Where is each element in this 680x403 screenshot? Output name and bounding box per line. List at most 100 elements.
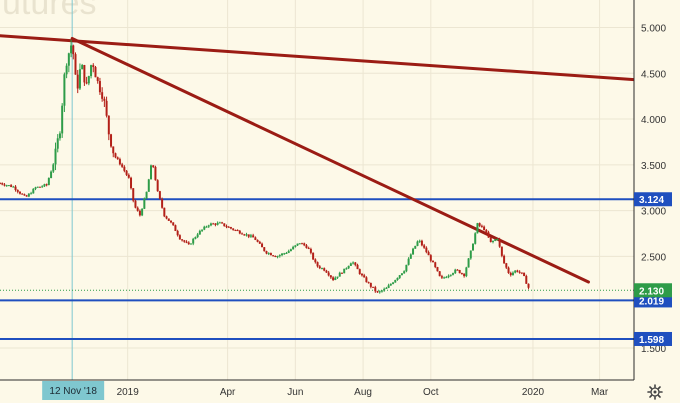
candle-body [352, 262, 355, 264]
candle-body [96, 77, 99, 82]
candle-body [443, 277, 446, 279]
settings-gear-icon[interactable] [647, 384, 663, 400]
candle-body [340, 272, 343, 274]
plot-background [0, 0, 634, 380]
candle-body [420, 240, 423, 246]
candle-body [283, 253, 286, 255]
candle-body [274, 255, 277, 257]
candle-body [189, 243, 192, 245]
price-tick-label: 5.000 [641, 23, 666, 34]
candle-body [338, 272, 341, 277]
candle-body [83, 65, 86, 83]
candle-body [183, 240, 186, 242]
candle-body [469, 250, 472, 259]
candle-body [491, 240, 494, 242]
trendline[interactable] [0, 34, 636, 82]
candle-body [214, 223, 217, 225]
candle-body [169, 220, 172, 223]
candle-body [152, 165, 155, 167]
candle-body [527, 283, 530, 288]
candle-body [498, 239, 501, 247]
candle-body [363, 275, 366, 278]
candle-body [392, 282, 395, 284]
candle-body [145, 191, 148, 199]
candle-body [94, 67, 97, 78]
candle-body [327, 272, 330, 276]
candle-body [454, 269, 457, 274]
candle-body [134, 200, 137, 208]
candle-body [196, 234, 199, 238]
last-price-badge-text: 2.130 [639, 286, 664, 297]
candle-body [432, 260, 435, 263]
candle-body [305, 245, 308, 248]
candle-body [112, 146, 115, 154]
candle-body [43, 184, 46, 187]
candle-body [309, 248, 312, 253]
candle-body [150, 165, 153, 180]
candle-body [72, 45, 75, 55]
candle-body [263, 247, 266, 252]
candle-body [87, 76, 90, 84]
candle-body [514, 270, 517, 273]
candle-body [223, 223, 226, 227]
candle-body [494, 239, 497, 241]
candle-body [30, 193, 33, 195]
candle-body [505, 263, 508, 268]
candle-body [323, 268, 326, 271]
candle-body [141, 208, 144, 216]
candle-body [256, 239, 259, 242]
candle-body [396, 277, 399, 280]
candle-body [76, 74, 79, 89]
candle-body [103, 98, 106, 101]
price-tick-label: 1.500 [641, 344, 666, 355]
candle-body [407, 258, 410, 265]
candle-body [269, 253, 272, 256]
candle-body [241, 233, 244, 235]
crosshair-date-label: 12 Nov '18 [42, 381, 105, 400]
candle-body [276, 256, 279, 258]
candle-body [207, 225, 210, 227]
candle-body [114, 153, 117, 158]
candle-body [161, 199, 164, 208]
time-tick-label: 2019 [117, 387, 140, 398]
candle-body [418, 240, 421, 242]
trendline[interactable] [70, 36, 590, 284]
price-tick-label: 3.000 [641, 207, 666, 218]
candle-body [318, 266, 321, 269]
time-tick-label: Oct [423, 387, 439, 398]
level-price-badge-text: 2.019 [639, 296, 664, 307]
candle-body [334, 277, 337, 280]
candle-body [10, 185, 13, 187]
candle-body [356, 264, 359, 270]
candle-body [367, 282, 370, 284]
time-axis-panel[interactable] [0, 380, 634, 403]
candle-body [176, 230, 179, 236]
candle-body [249, 235, 252, 237]
time-tick-label: 2020 [522, 387, 545, 398]
candle-body [58, 133, 61, 139]
candle-body [203, 226, 206, 230]
candle-body [138, 210, 141, 216]
candle-body [172, 222, 175, 226]
candle-body [301, 243, 304, 245]
candle-body [225, 226, 228, 228]
candle-body [434, 262, 437, 268]
candle-body [372, 286, 375, 288]
candle-body [118, 159, 121, 165]
candle-body [440, 276, 443, 278]
candle-body [105, 100, 108, 116]
candle-body [329, 275, 332, 278]
candle-body [90, 65, 93, 77]
candle-body [212, 223, 215, 225]
candle-body [98, 81, 101, 93]
candle-body [178, 235, 181, 240]
candle-body [107, 115, 110, 135]
price-tick-label: 4.500 [641, 69, 666, 80]
candle-body [34, 187, 37, 189]
candle-body [314, 259, 317, 263]
candle-body [209, 223, 212, 226]
time-axis-ticks: 2019 Apr Jun Aug Oct 2020 Mar [117, 387, 609, 398]
candle-body [238, 230, 241, 234]
crosshair-date-text: 12 Nov '18 [49, 386, 97, 397]
candle-body [523, 272, 526, 276]
